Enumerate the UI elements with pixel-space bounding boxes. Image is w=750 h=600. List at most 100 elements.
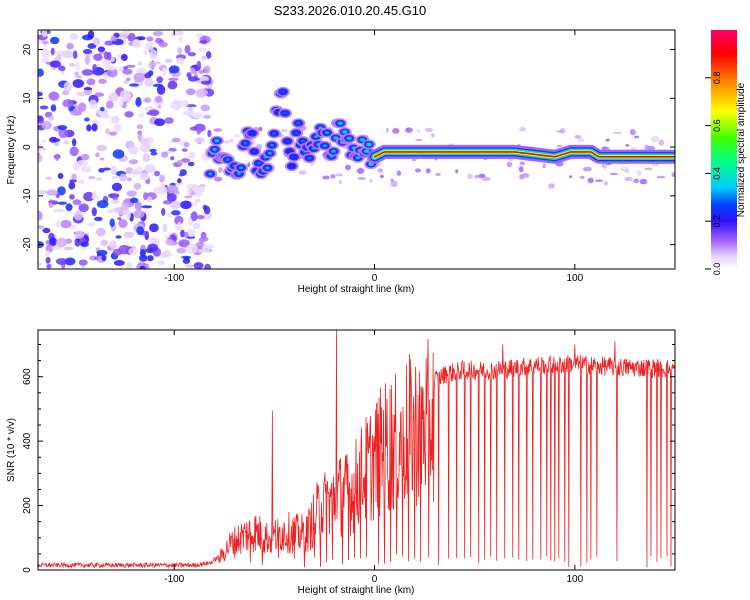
- noise-blob: [62, 90, 70, 96]
- noise-blob: [69, 146, 79, 157]
- noise-blob: [198, 47, 208, 53]
- noise-blob: [149, 148, 157, 153]
- noise-blob: [136, 124, 144, 130]
- noise-blob: [76, 159, 89, 167]
- noise-blob: [577, 137, 585, 143]
- noise-blob: [96, 200, 109, 209]
- x-tick-label: 0: [372, 574, 378, 585]
- noise-blob: [137, 36, 146, 41]
- noise-blob: [198, 249, 204, 253]
- noise-blob: [128, 83, 139, 87]
- noise-blob: [50, 104, 57, 112]
- noise-blob: [356, 168, 365, 174]
- noise-blob: [38, 115, 45, 124]
- noise-blob: [344, 164, 351, 171]
- signal-blob: [239, 166, 243, 169]
- y-tick-label: 0: [22, 144, 33, 150]
- noise-blob: [196, 214, 205, 220]
- noise-blob: [41, 139, 46, 144]
- noise-blob: [146, 36, 154, 42]
- noise-blob: [149, 223, 159, 233]
- noise-blob: [126, 210, 131, 220]
- noise-blob: [633, 178, 640, 183]
- noise-blob: [201, 55, 208, 60]
- noise-blob: [181, 148, 188, 152]
- noise-blob: [128, 159, 139, 165]
- noise-blob: [639, 178, 648, 185]
- noise-blob: [435, 172, 441, 176]
- noise-blob: [112, 149, 125, 159]
- noise-blob: [125, 262, 133, 269]
- noise-blob: [171, 210, 181, 216]
- noise-blob: [474, 174, 481, 179]
- noise-blob: [58, 65, 66, 72]
- noise-blob: [168, 147, 177, 152]
- noise-blob: [202, 204, 208, 211]
- signal-blob: [281, 90, 285, 93]
- noise-blob: [81, 165, 92, 173]
- noise-blob: [620, 167, 630, 172]
- noise-blob: [167, 80, 178, 90]
- y-tick-label: 10: [22, 92, 33, 104]
- signal-blob: [360, 138, 365, 141]
- noise-blob: [78, 259, 88, 266]
- noise-blob: [601, 146, 608, 150]
- noise-blob: [58, 128, 69, 139]
- noise-blob: [162, 250, 172, 258]
- noise-blob: [136, 226, 144, 236]
- noise-blob: [177, 221, 182, 230]
- noise-blob: [183, 231, 189, 239]
- noise-blob: [184, 264, 195, 268]
- noise-blob: [46, 189, 58, 196]
- noise-blob: [133, 209, 145, 219]
- noise-blob: [183, 141, 190, 148]
- signal-blob: [270, 144, 274, 147]
- noise-blob: [48, 91, 60, 101]
- noise-blob: [98, 51, 105, 55]
- noise-blob: [87, 30, 95, 39]
- noise-blob: [223, 140, 231, 144]
- noise-blob: [155, 95, 163, 103]
- signal-blob: [237, 172, 241, 175]
- noise-blob: [166, 192, 177, 202]
- snr-x-axis-label: Height of straight line (km): [298, 585, 415, 596]
- noise-blob: [424, 127, 433, 133]
- noise-blob: [150, 151, 158, 156]
- noise-blob: [556, 130, 563, 133]
- noise-blob: [55, 258, 68, 265]
- noise-blob: [80, 241, 89, 248]
- noise-blob: [53, 208, 65, 213]
- signal-blob: [287, 150, 292, 153]
- noise-blob: [396, 170, 402, 176]
- snr-series-line: [38, 330, 675, 569]
- noise-blob: [135, 166, 143, 173]
- noise-blob: [159, 174, 165, 183]
- noise-blob: [166, 185, 179, 194]
- noise-blob: [68, 181, 76, 190]
- noise-blob: [128, 146, 139, 155]
- signal-blob: [215, 139, 219, 142]
- noise-blob: [180, 200, 192, 210]
- noise-blob: [50, 36, 60, 45]
- noise-blob: [120, 53, 128, 62]
- noise-blob: [411, 158, 417, 161]
- signal-blob: [338, 122, 343, 125]
- colorbar-gradient: [711, 30, 737, 269]
- noise-blob: [193, 137, 206, 143]
- noise-blob: [162, 223, 168, 233]
- noise-blob: [178, 173, 185, 177]
- noise-blob: [144, 77, 154, 87]
- signal-blob: [250, 131, 254, 135]
- noise-blob: [138, 254, 148, 262]
- noise-blob: [455, 169, 459, 174]
- noise-blob: [187, 186, 192, 197]
- noise-blob: [198, 237, 205, 244]
- noise-blob: [110, 35, 117, 42]
- noise-blob: [178, 101, 189, 107]
- noise-blob: [379, 174, 384, 179]
- noise-blob: [169, 32, 177, 38]
- noise-blob: [330, 174, 336, 179]
- noise-blob: [176, 247, 186, 254]
- noise-blob: [94, 92, 105, 97]
